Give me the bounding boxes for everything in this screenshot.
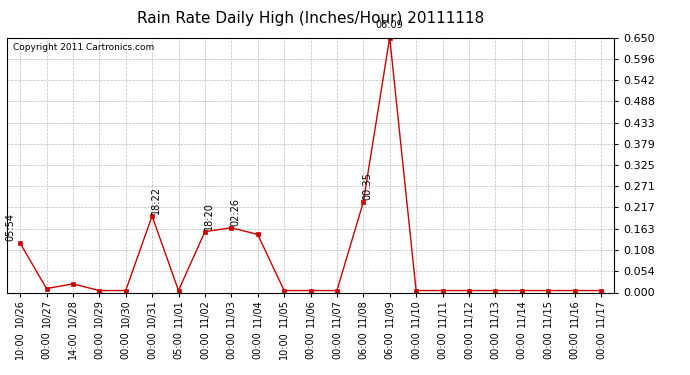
Text: 06:00: 06:00 — [358, 332, 368, 359]
Text: 00:00: 00:00 — [437, 332, 448, 359]
Text: 00:00: 00:00 — [253, 332, 263, 359]
Text: 00:00: 00:00 — [147, 332, 157, 359]
Text: 18:20: 18:20 — [204, 202, 214, 230]
Text: 00:00: 00:00 — [569, 332, 580, 359]
Text: 00:00: 00:00 — [95, 332, 104, 359]
Text: 00:00: 00:00 — [491, 332, 500, 359]
Text: 10:00: 10:00 — [15, 332, 25, 359]
Text: Rain Rate Daily High (Inches/Hour) 20111118: Rain Rate Daily High (Inches/Hour) 20111… — [137, 11, 484, 26]
Text: 06:00: 06:00 — [385, 332, 395, 359]
Text: 02:26: 02:26 — [230, 198, 240, 226]
Text: 00:00: 00:00 — [543, 332, 553, 359]
Text: 00:00: 00:00 — [200, 332, 210, 359]
Text: 00:00: 00:00 — [226, 332, 236, 359]
Text: 10:00: 10:00 — [279, 332, 289, 359]
Text: 00:00: 00:00 — [306, 332, 315, 359]
Text: 00:00: 00:00 — [41, 332, 52, 359]
Text: 00:00: 00:00 — [332, 332, 342, 359]
Text: 00:00: 00:00 — [517, 332, 526, 359]
Text: 06:09: 06:09 — [376, 21, 404, 30]
Text: 05:54: 05:54 — [6, 213, 16, 241]
Text: 00:00: 00:00 — [596, 332, 606, 359]
Text: 18:22: 18:22 — [151, 186, 161, 214]
Text: 00:35: 00:35 — [362, 172, 373, 200]
Text: Copyright 2011 Cartronics.com: Copyright 2011 Cartronics.com — [13, 43, 155, 52]
Text: 05:00: 05:00 — [173, 332, 184, 359]
Text: 00:00: 00:00 — [464, 332, 474, 359]
Text: 00:00: 00:00 — [121, 332, 130, 359]
Text: 14:00: 14:00 — [68, 332, 78, 359]
Text: 00:00: 00:00 — [411, 332, 421, 359]
